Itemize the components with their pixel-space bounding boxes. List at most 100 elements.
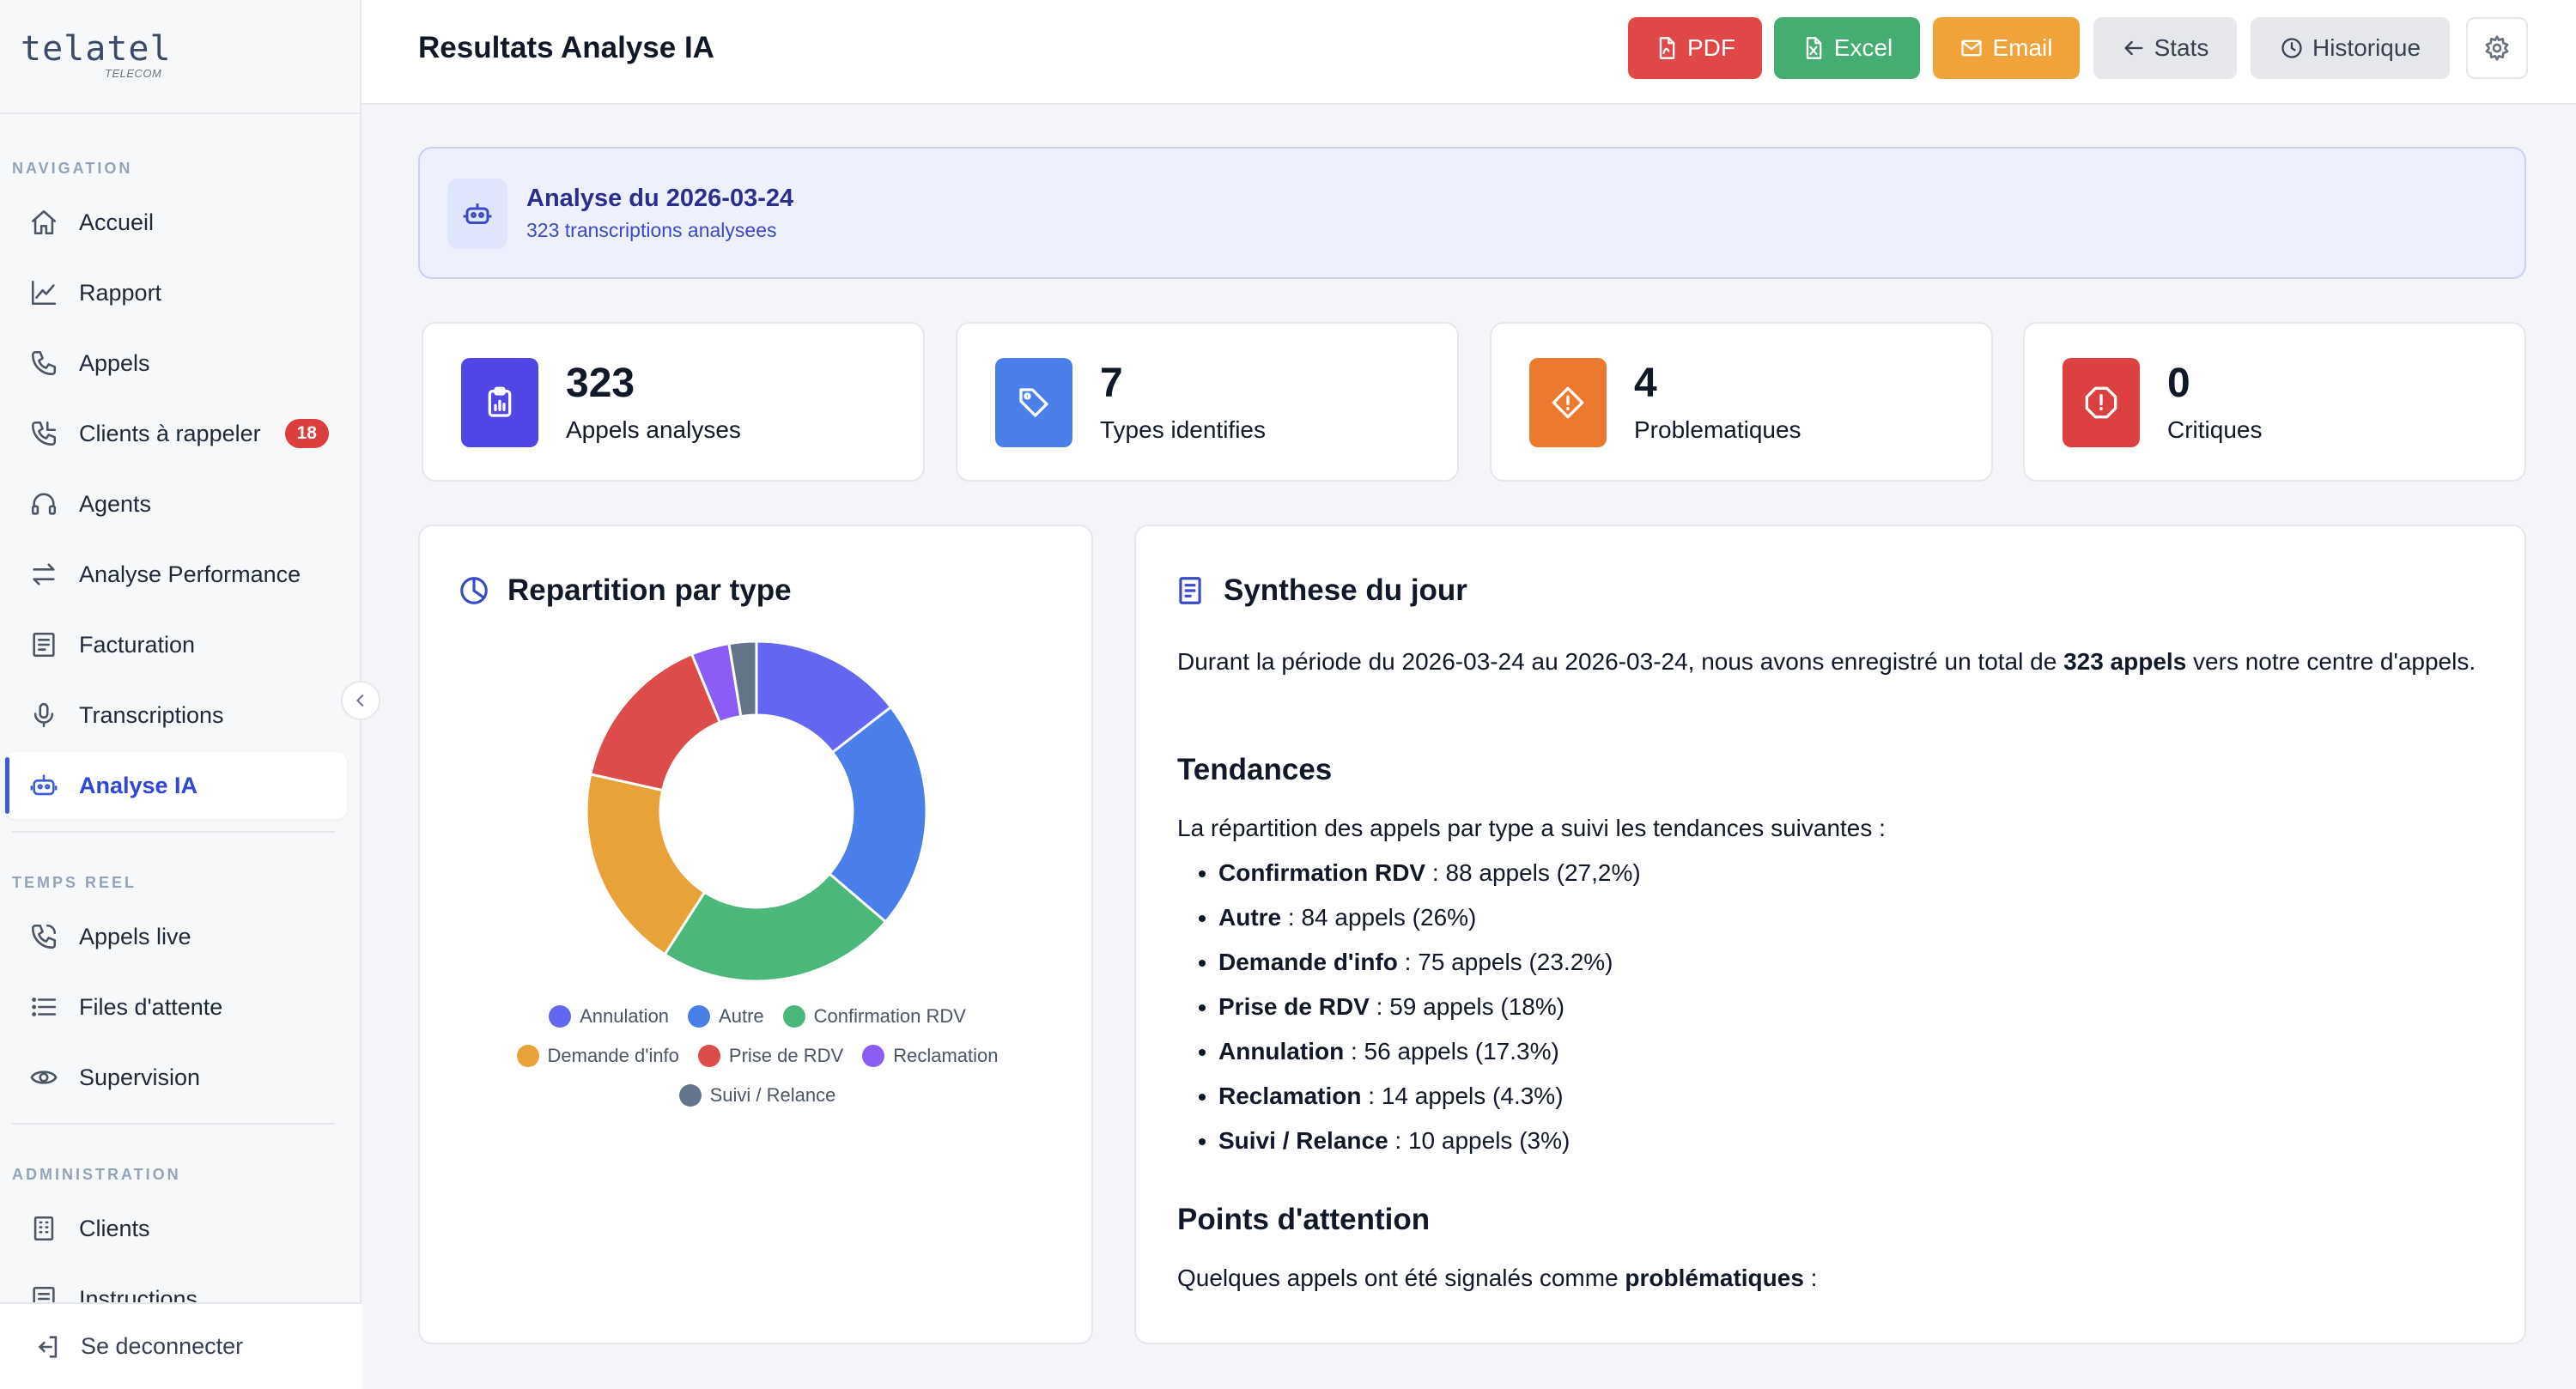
export-excel-button[interactable]: Excel [1774,17,1920,79]
list-item: Annulation : 56 appels (17.3%) [1218,1029,1641,1074]
legend-item-autre[interactable]: Autre [688,1005,764,1028]
legend-label: Demande d'info [547,1045,679,1066]
back-to-stats-button[interactable]: Stats [2093,17,2237,79]
item-detail: : 10 appels (3%) [1388,1127,1571,1154]
stat-label: Types identifies [1100,416,1266,443]
eye-icon [27,1061,60,1094]
section-temps-reel: TEMPS REEL [12,874,137,891]
chart-line-icon [27,276,60,309]
item-detail: : 14 appels (4.3%) [1361,1083,1564,1109]
sidebar-item-appels[interactable]: Appels [5,330,347,397]
stat-card-problematiques: 4 Problematiques [1490,322,1993,482]
synthese-panel: Synthese du jour Durant la période du 20… [1134,525,2526,1344]
analysis-count-subtitle: 323 transcriptions analysees [526,219,777,241]
donut-slice-autre[interactable] [827,705,928,924]
list-item: Suivi / Relance : 10 appels (3%) [1218,1119,1641,1163]
legend-item-suivi-relance[interactable]: Suivi / Relance [678,1084,835,1107]
donut-chart[interactable] [583,638,930,985]
repartition-title: Repartition par type [458,573,792,608]
legend-row: Demande d'info Prise de RDV Reclamation [420,1036,1095,1076]
legend-label: Reclamation [893,1045,999,1066]
sidebar-item-agents[interactable]: Agents [5,470,347,537]
repartition-title-text: Repartition par type [507,573,792,607]
donut-slice-suivi-relance[interactable] [727,640,758,719]
gear-icon [2485,35,2509,61]
export-pdf-label: PDF [1687,34,1735,61]
sidebar-item-clients[interactable]: Clients [5,1195,347,1262]
phone-callback-icon [27,417,60,450]
envelope-icon [1961,39,1983,57]
item-name: Confirmation RDV [1218,859,1426,886]
legend-label: Annulation [580,1005,670,1027]
send-email-button[interactable]: Email [1933,17,2080,79]
tendances-list: Confirmation RDV : 88 appels (27,2%) Aut… [1218,851,1641,1163]
item-detail: : 56 appels (17.3%) [1344,1038,1559,1064]
sidebar-item-supervision[interactable]: Supervision [5,1044,347,1111]
sidebar-item-files-attente[interactable]: Files d'attente [5,974,347,1040]
sidebar-item-clients-rappeler[interactable]: Clients à rappeler 18 [5,400,347,467]
legend-item-confirmation-rdv[interactable]: Confirmation RDV [782,1005,966,1028]
invoice-icon [27,628,60,661]
sidebar-item-accueil[interactable]: Accueil [5,189,347,256]
intro-bold: 323 appels [2063,648,2187,675]
export-pdf-button[interactable]: PDF [1628,17,1762,79]
analysis-date-title: Analyse du 2026-03-24 [526,185,794,212]
sidebar-item-label: Rapport [79,279,162,306]
robot-icon [27,769,60,802]
legend-swatch [549,1005,572,1028]
sidebar-item-label: Facturation [79,631,196,658]
legend-swatch [862,1045,885,1067]
donut-slice-demande-d-info[interactable] [585,773,707,956]
pie-chart-icon [460,577,488,604]
stat-value: 323 [566,361,635,406]
sidebar-collapse-button[interactable] [341,681,380,720]
list-item: Reclamation : 14 appels (4.3%) [1218,1074,1641,1119]
item-name: Annulation [1218,1038,1345,1064]
donut-slice-confirmation-rdv[interactable] [663,871,888,983]
sidebar-item-analyse-performance[interactable]: Analyse Performance [5,541,347,608]
list-item: Autre : 84 appels (26%) [1218,895,1641,940]
divider [12,1123,335,1125]
legend-label: Prise de RDV [728,1045,844,1066]
page-title: Resultats Analyse IA [418,31,714,64]
logout-button[interactable]: Se deconnecter [0,1302,361,1389]
tendances-heading: Tendances [1177,753,1333,786]
building-icon [27,1212,60,1245]
item-detail: : 84 appels (26%) [1281,904,1477,931]
legend-item-demande-info[interactable]: Demande d'info [516,1045,679,1067]
pdf-file-icon [1659,37,1675,59]
attention-text-start: Quelques appels ont été signalés comme [1177,1265,1625,1291]
clock-icon [2281,38,2302,58]
sidebar-item-label: Appels live [79,923,191,949]
phone-icon [27,347,60,379]
intro-text-end: vers notre centre d'appels. [2186,648,2476,675]
arrow-left-icon [2124,40,2143,56]
back-to-stats-label: Stats [2154,34,2209,61]
section-administration: ADMINISTRATION [12,1166,181,1183]
legend-item-reclamation[interactable]: Reclamation [862,1045,998,1067]
stat-value: 7 [1100,361,1123,406]
export-excel-label: Excel [1833,34,1893,61]
sidebar-item-appels-live[interactable]: Appels live [5,903,347,970]
history-button[interactable]: Historique [2251,17,2450,79]
history-label: Historique [2312,34,2421,61]
sidebar-item-transcriptions[interactable]: Transcriptions [5,682,347,749]
sidebar-item-analyse-ia[interactable]: Analyse IA [5,752,347,819]
legend-item-annulation[interactable]: Annulation [549,1005,669,1028]
attention-bold: problématiques [1625,1265,1804,1291]
sidebar-item-label: Clients [79,1215,150,1241]
sidebar-item-label: Appels [79,349,150,376]
divider [12,831,335,833]
legend-item-prise-rdv[interactable]: Prise de RDV [697,1045,844,1067]
stat-card-critiques: 0 Critiques [2023,322,2526,482]
logo[interactable]: telatel TELECOM [0,0,360,114]
item-name: Prise de RDV [1218,993,1370,1020]
legend-row: Suivi / Relance [420,1076,1095,1115]
tendances-text: La répartition des appels par type a sui… [1177,815,1886,841]
list-item: Prise de RDV : 59 appels (18%) [1218,985,1641,1029]
sidebar-item-rapport[interactable]: Rapport [5,259,347,326]
sidebar-item-facturation[interactable]: Facturation [5,611,347,678]
list-icon [27,991,60,1023]
microphone-icon [27,699,60,731]
settings-button[interactable] [2466,17,2528,79]
